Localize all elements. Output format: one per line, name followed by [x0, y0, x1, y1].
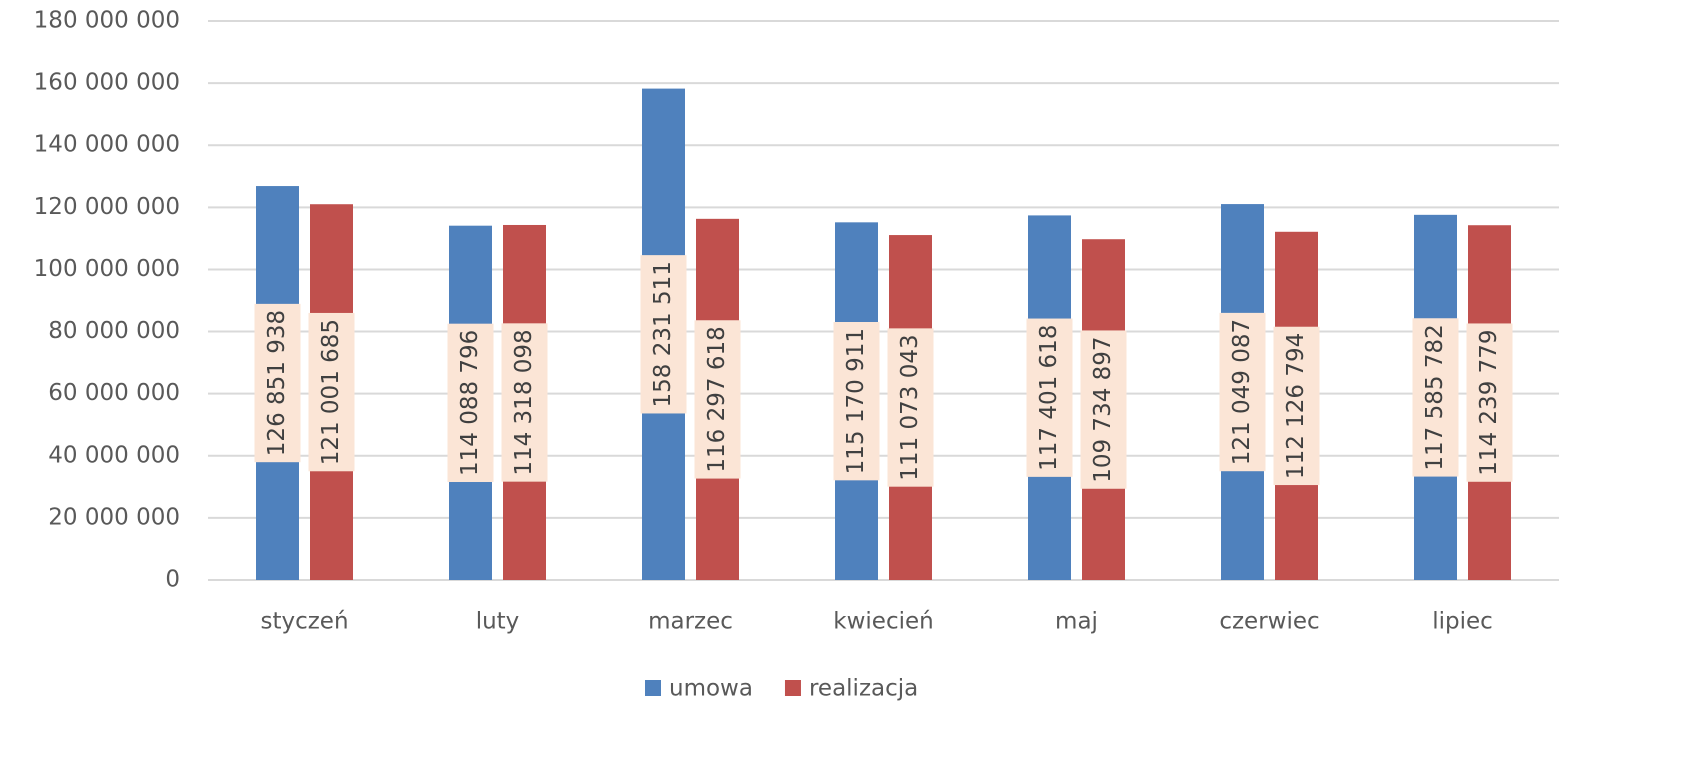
- data-label-bg: [501, 323, 548, 482]
- data-label: 121 049 087: [1229, 319, 1255, 465]
- data-label-bg: [1026, 318, 1073, 477]
- data-label-bg: [254, 303, 301, 463]
- data-label-bg: [1219, 312, 1266, 472]
- data-label: 117 401 618: [1036, 325, 1062, 471]
- data-label: 158 231 511: [650, 261, 676, 407]
- data-label-bg: [1466, 323, 1513, 482]
- data-label: 114 318 098: [511, 329, 537, 475]
- x-tick-label: maj: [1055, 609, 1098, 635]
- data-label: 115 170 911: [843, 328, 869, 474]
- legend-swatch: [645, 680, 661, 696]
- y-tick-label: 80 000 000: [48, 318, 180, 344]
- data-label-bg: [887, 328, 934, 487]
- data-label-bg: [447, 323, 494, 483]
- y-tick-label: 160 000 000: [34, 70, 180, 96]
- data-label: 112 126 794: [1283, 333, 1309, 479]
- data-label-bg: [694, 320, 741, 479]
- legend-label: umowa: [669, 676, 753, 702]
- data-label: 117 585 782: [1422, 324, 1448, 470]
- legend-label: realizacja: [809, 676, 918, 702]
- data-label: 111 073 043: [897, 334, 923, 480]
- legend-swatch: [784, 680, 801, 696]
- y-tick-label: 180 000 000: [34, 8, 180, 34]
- data-label: 121 001 685: [318, 319, 344, 465]
- y-tick-label: 60 000 000: [48, 380, 180, 406]
- data-label-bg: [308, 312, 355, 472]
- x-tick-label: styczeń: [260, 609, 348, 635]
- data-label-bg: [1273, 326, 1320, 486]
- data-label-bg: [640, 255, 687, 414]
- y-tick-label: 100 000 000: [34, 256, 180, 282]
- x-tick-label: marzec: [648, 609, 733, 635]
- data-label: 114 088 796: [457, 330, 483, 476]
- y-tick-label: 40 000 000: [48, 442, 180, 468]
- data-label-bg: [833, 322, 880, 481]
- data-label: 116 297 618: [704, 326, 730, 472]
- data-label: 109 734 897: [1090, 336, 1116, 482]
- y-tick-label: 20 000 000: [48, 504, 180, 530]
- x-tick-label: lipiec: [1432, 609, 1493, 635]
- x-tick-label: czerwiec: [1219, 609, 1319, 635]
- y-tick-label: 120 000 000: [34, 194, 180, 220]
- data-label: 114 239 779: [1476, 329, 1502, 475]
- data-label: 126 851 938: [264, 310, 290, 456]
- x-tick-label: luty: [476, 609, 520, 635]
- y-tick-label: 0: [165, 567, 180, 593]
- data-label-bg: [1412, 318, 1459, 477]
- data-label-bg: [1080, 330, 1127, 489]
- x-tick-label: kwiecień: [833, 609, 933, 635]
- y-tick-label: 140 000 000: [34, 132, 180, 158]
